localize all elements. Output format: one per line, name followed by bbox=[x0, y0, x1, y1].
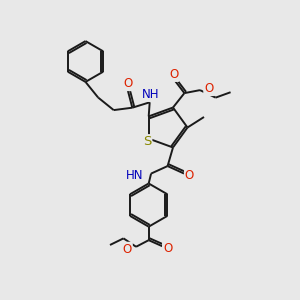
Text: O: O bbox=[123, 243, 132, 256]
Text: NH: NH bbox=[142, 88, 160, 101]
Text: O: O bbox=[163, 242, 172, 255]
Text: O: O bbox=[204, 82, 213, 95]
Text: HN: HN bbox=[126, 169, 144, 182]
Text: S: S bbox=[143, 135, 152, 148]
Text: O: O bbox=[169, 68, 178, 81]
Text: O: O bbox=[185, 169, 194, 182]
Text: O: O bbox=[123, 77, 132, 90]
